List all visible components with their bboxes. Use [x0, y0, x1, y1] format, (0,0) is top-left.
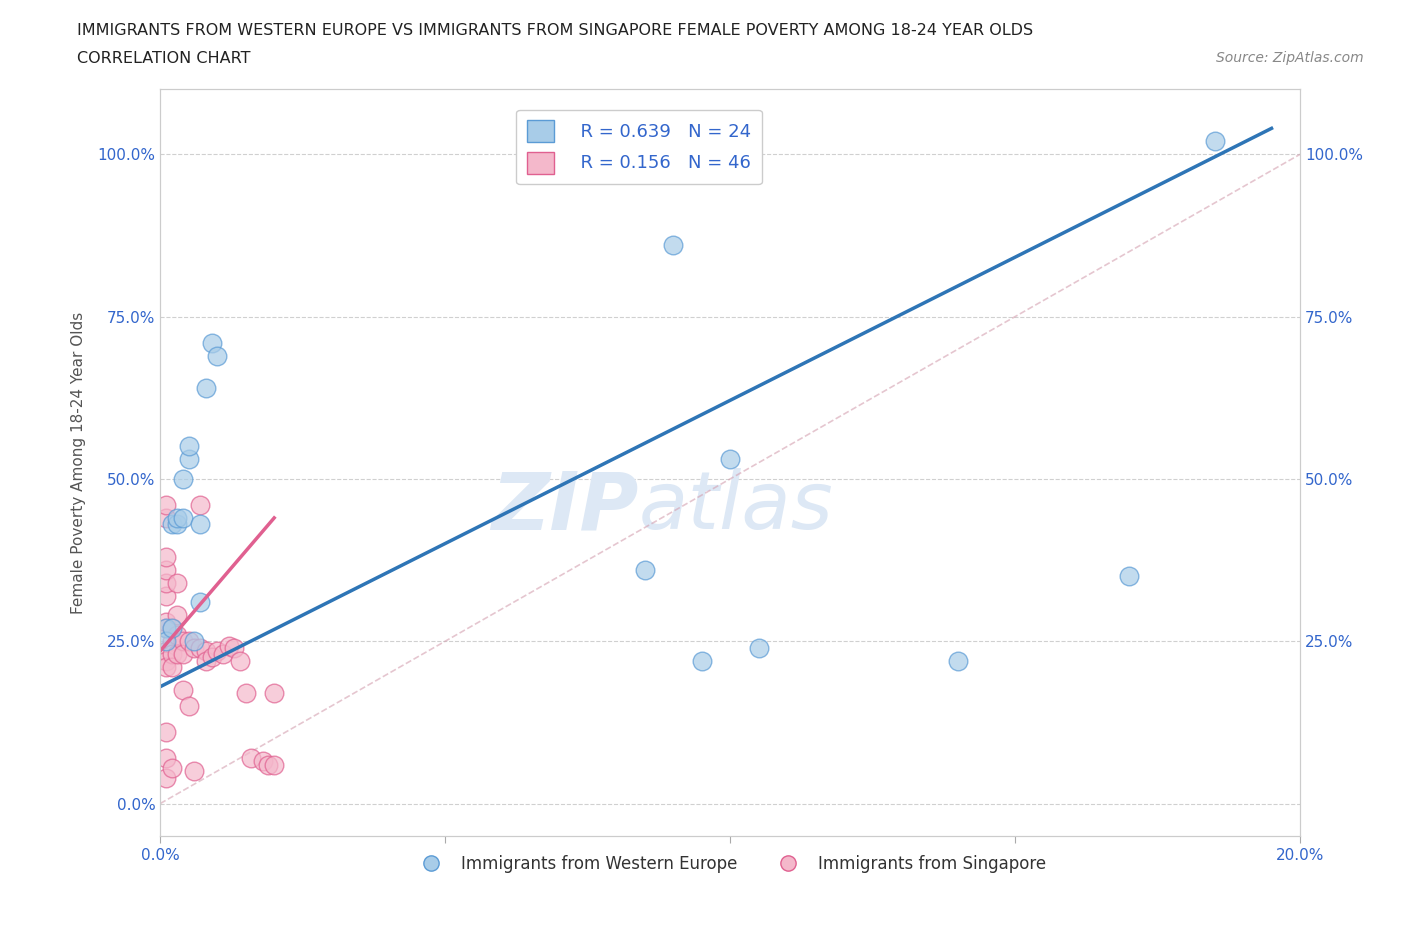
Point — [183, 640, 205, 655]
Point — [155, 589, 177, 604]
Point — [177, 634, 200, 649]
Text: Source: ZipAtlas.com: Source: ZipAtlas.com — [1216, 51, 1364, 65]
Point — [160, 621, 183, 636]
Point — [155, 621, 177, 636]
Point — [718, 452, 741, 467]
Point — [172, 472, 194, 486]
Y-axis label: Female Poverty Among 18-24 Year Olds: Female Poverty Among 18-24 Year Olds — [72, 312, 86, 614]
Point — [188, 640, 211, 655]
Point — [212, 646, 235, 661]
Point — [166, 628, 188, 643]
Point — [155, 653, 177, 668]
Point — [166, 576, 188, 591]
Point — [155, 498, 177, 512]
Point — [155, 550, 177, 565]
Point — [172, 683, 194, 698]
Point — [200, 335, 222, 350]
Point — [172, 511, 194, 525]
Point — [229, 653, 252, 668]
Point — [224, 640, 246, 655]
Point — [155, 770, 177, 785]
Point — [177, 452, 200, 467]
Text: atlas: atlas — [638, 469, 834, 547]
Point — [205, 644, 228, 658]
Point — [160, 621, 183, 636]
Point — [194, 644, 217, 658]
Point — [183, 764, 205, 778]
Point — [155, 751, 177, 765]
Point — [240, 751, 263, 765]
Point — [263, 757, 285, 772]
Point — [188, 517, 211, 532]
Point — [155, 621, 177, 636]
Point — [155, 724, 177, 739]
Point — [200, 650, 222, 665]
Point — [172, 634, 194, 649]
Point — [690, 653, 713, 668]
Point — [748, 640, 770, 655]
Point — [188, 595, 211, 610]
Point — [160, 646, 183, 661]
Point — [188, 498, 211, 512]
Point — [155, 659, 177, 674]
Legend: Immigrants from Western Europe, Immigrants from Singapore: Immigrants from Western Europe, Immigran… — [408, 848, 1052, 880]
Point — [235, 685, 257, 700]
Point — [155, 644, 177, 658]
Point — [160, 517, 183, 532]
Point — [946, 653, 969, 668]
Point — [194, 653, 217, 668]
Point — [160, 761, 183, 776]
Point — [166, 511, 188, 525]
Point — [1118, 569, 1140, 584]
Point — [166, 608, 188, 623]
Point — [166, 517, 188, 532]
Point — [205, 348, 228, 363]
Point — [155, 576, 177, 591]
Point — [1204, 134, 1226, 149]
Point — [177, 439, 200, 454]
Point — [257, 757, 280, 772]
Point — [252, 754, 274, 769]
Point — [155, 563, 177, 578]
Point — [160, 634, 183, 649]
Point — [166, 646, 188, 661]
Text: ZIP: ZIP — [492, 469, 638, 547]
Text: CORRELATION CHART: CORRELATION CHART — [77, 51, 250, 66]
Point — [662, 238, 685, 253]
Text: IMMIGRANTS FROM WESTERN EUROPE VS IMMIGRANTS FROM SINGAPORE FEMALE POVERTY AMONG: IMMIGRANTS FROM WESTERN EUROPE VS IMMIGR… — [77, 23, 1033, 38]
Point — [177, 698, 200, 713]
Point — [155, 634, 177, 649]
Point — [633, 563, 655, 578]
Point — [183, 634, 205, 649]
Point — [218, 639, 240, 654]
Point — [155, 615, 177, 630]
Point — [263, 685, 285, 700]
Point — [155, 511, 177, 525]
Point — [194, 380, 217, 395]
Point — [160, 659, 183, 674]
Point — [172, 646, 194, 661]
